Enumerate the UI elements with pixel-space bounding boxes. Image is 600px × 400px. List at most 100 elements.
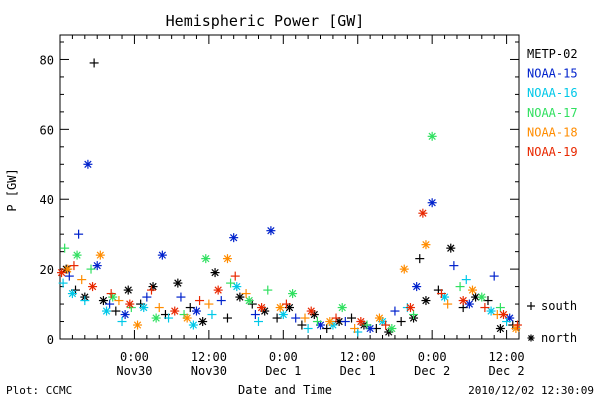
data-point (340, 317, 350, 327)
data-point (154, 303, 164, 313)
data-point (464, 299, 474, 309)
x-tick-label-time: 12:00 (191, 350, 227, 364)
data-point (139, 303, 149, 313)
data-point (381, 320, 391, 330)
x-tick-label-date: Dec 2 (414, 364, 450, 378)
data-point (89, 58, 99, 68)
data-point (241, 289, 251, 299)
x-tick-label-time: 12:00 (489, 350, 525, 364)
x-tick-label-date: Dec 1 (265, 364, 301, 378)
data-point (98, 296, 108, 306)
data-point (244, 296, 254, 306)
data-point (125, 299, 135, 309)
x-axis-label: Date and Time (238, 383, 332, 397)
data-point (204, 299, 214, 309)
data-point (164, 313, 174, 323)
data-point (207, 310, 217, 320)
data-point (418, 208, 428, 218)
y-tick-label: 0 (47, 333, 54, 347)
data-point (415, 254, 425, 264)
data-point (300, 313, 310, 323)
y-axis: 0 20 40 60 80 (40, 41, 519, 347)
data-point (58, 278, 68, 288)
data-point (396, 317, 406, 327)
legend-marker-north (527, 334, 535, 342)
data-point (106, 289, 116, 299)
data-point (288, 289, 298, 299)
data-point (146, 285, 156, 295)
legend-marker-south (527, 302, 535, 310)
data-point (281, 299, 291, 309)
legend-entry: NOAA-16 (527, 86, 578, 100)
data-point (102, 306, 112, 316)
data-point (374, 313, 384, 323)
marker-legend-label: south (541, 299, 577, 313)
data-point (67, 289, 77, 299)
data-point (222, 254, 232, 264)
data-point (105, 299, 115, 309)
data-point (461, 275, 471, 285)
data-point (117, 317, 127, 327)
data-point (337, 303, 347, 313)
legend: METP-02 NOAA-15 NOAA-16 NOAA-17 NOAA-18 NOAA-… (527, 47, 578, 159)
data-point (325, 317, 335, 327)
data-point (216, 296, 226, 306)
data-point (173, 278, 183, 288)
data-point (57, 268, 67, 278)
x-tick-label-date: Dec 1 (340, 364, 376, 378)
data-point (350, 324, 360, 334)
data-point (477, 292, 487, 302)
data-point (486, 306, 496, 316)
legend-entry: METP-02 (527, 47, 578, 61)
data-point (80, 296, 90, 306)
legend-entry: NOAA-17 (527, 106, 578, 120)
data-point (427, 131, 437, 141)
data-point (64, 271, 74, 281)
data-point (263, 285, 273, 295)
data-points (57, 58, 522, 337)
data-point (362, 320, 372, 330)
x-tick-label-date: Dec 2 (489, 364, 525, 378)
legend-entry: NOAA-15 (527, 67, 578, 81)
data-point (272, 313, 282, 323)
x-tick-label-date: Nov30 (191, 364, 227, 378)
data-point (111, 306, 121, 316)
data-point (427, 198, 437, 208)
data-point (86, 264, 96, 274)
y-tick-label: 20 (40, 263, 54, 277)
data-point (60, 243, 70, 253)
data-point (436, 289, 446, 299)
data-point (213, 285, 223, 295)
data-point (235, 292, 245, 302)
data-point (275, 303, 285, 313)
marker-legend-label: north (541, 331, 577, 345)
data-point (356, 317, 366, 327)
data-point (303, 324, 313, 334)
data-point (455, 282, 465, 292)
data-point (446, 243, 456, 253)
data-point (312, 317, 322, 327)
data-point (232, 282, 242, 292)
data-point (229, 233, 239, 243)
x-tick-label-time: 0:00 (418, 350, 447, 364)
data-point (502, 317, 512, 327)
data-point (306, 306, 316, 316)
data-point (198, 317, 208, 327)
data-point (151, 313, 161, 323)
y-axis-label: P [GW] (5, 168, 19, 211)
footer-timestamp: 2010/12/02 12:30:09 (468, 384, 594, 397)
data-point (387, 324, 397, 334)
data-point (449, 261, 459, 271)
data-point (495, 324, 505, 334)
data-point (157, 250, 167, 260)
data-point (114, 296, 124, 306)
data-point (191, 306, 201, 316)
data-point (421, 296, 431, 306)
data-point (123, 285, 133, 295)
data-point (176, 292, 186, 302)
data-point (88, 282, 98, 292)
data-point (188, 320, 198, 330)
x-tick-label-time: 0:00 (269, 350, 298, 364)
